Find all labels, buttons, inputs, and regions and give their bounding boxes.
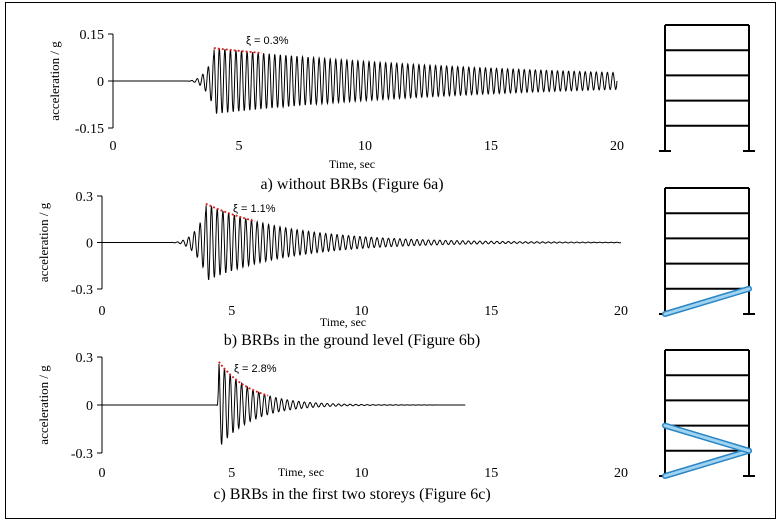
- x-tick-label: 10: [358, 139, 372, 154]
- x-tick-label: 5: [228, 466, 235, 481]
- brb-brace-core: [663, 287, 751, 316]
- x-tick-label: 15: [484, 466, 498, 481]
- panel-caption: b) BRBs in the ground level (Figure 6b): [224, 332, 480, 349]
- x-axis-label: Time, sec: [278, 465, 324, 479]
- y-tick-label: 0.3: [76, 190, 94, 205]
- y-tick-label: 0.15: [80, 28, 105, 43]
- y-tick-label: -0.3: [71, 283, 93, 298]
- chart-panel-2: 0.3 0 -0.3 acceleration / g 0 5 10 15 20 Time, se…: [36, 187, 755, 349]
- damping-envelope: [213, 47, 262, 54]
- y-axis-label: acceleration / g: [47, 41, 62, 121]
- y-axis-label: acceleration / g: [36, 365, 51, 445]
- y-tick-label: 0: [86, 237, 93, 252]
- y-tick-label: -0.3: [71, 447, 93, 462]
- x-tick-label: 5: [228, 304, 235, 319]
- y-tick-label: -0.15: [75, 122, 104, 137]
- x-tick-label: 20: [614, 304, 628, 319]
- damping-envelope: [205, 202, 256, 223]
- x-tick-label: 20: [610, 139, 624, 154]
- x-tick-label: 10: [355, 304, 369, 319]
- y-tick-label: 0: [86, 399, 93, 414]
- brb-brace-core: [663, 449, 751, 478]
- panel-caption: c) BRBs in the first two storeys (Figure…: [213, 486, 490, 503]
- x-tick-label: 0: [110, 139, 117, 154]
- x-axis-label: Time, sec: [329, 157, 375, 171]
- y-tick-label: 0: [97, 75, 104, 90]
- y-tick-label: 0.3: [76, 351, 94, 366]
- x-tick-label: 0: [99, 304, 106, 319]
- x-tick-label: 20: [614, 466, 628, 481]
- panel-caption: a) without BRBs (Figure 6a): [260, 176, 443, 193]
- figure-border: [5, 2, 776, 519]
- y-axis-label: acceleration / g: [36, 202, 51, 282]
- damping-annotation: ξ = 1.1%: [233, 203, 276, 215]
- frame-schematic: [659, 349, 755, 479]
- chart-panel-1: 0.15 0 -0.15 acceleration / g 0 5 10 15 20 Time, …: [47, 24, 755, 193]
- acceleration-series: [102, 205, 622, 281]
- chart-panel-3: 0.3 0 -0.3 acceleration / g 0 5 10 15 20 Time, se…: [36, 349, 755, 503]
- acceleration-series: [113, 48, 618, 114]
- damping-annotation: ξ = 0.3%: [246, 35, 289, 47]
- brb-brace-core: [663, 424, 751, 453]
- x-tick-label: 10: [355, 466, 369, 481]
- x-tick-label: 5: [236, 139, 243, 154]
- x-tick-label: 0: [99, 466, 106, 481]
- x-tick-label: 15: [484, 139, 498, 154]
- acceleration-series: [102, 363, 466, 445]
- frame-schematic: [659, 24, 755, 152]
- damping-annotation: ξ = 2.8%: [234, 363, 277, 375]
- x-tick-label: 15: [484, 304, 498, 319]
- x-axis-label: Time, sec: [320, 315, 366, 329]
- frame-schematic: [659, 187, 755, 317]
- damping-envelope: [218, 361, 269, 397]
